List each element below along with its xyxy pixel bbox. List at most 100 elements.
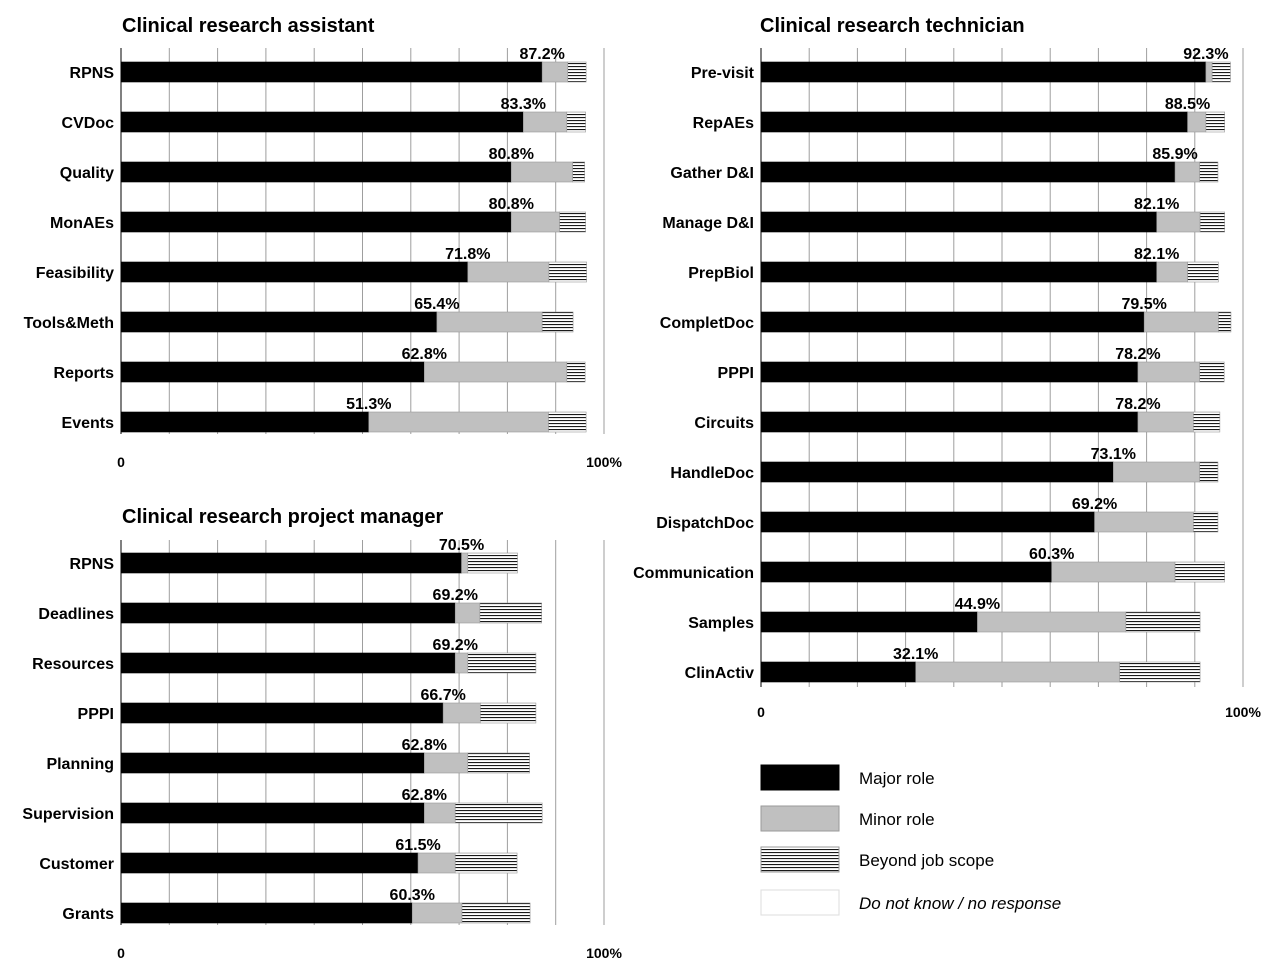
bar-major [120,602,456,624]
category-label: Customer [39,856,114,873]
bar-beyond [1174,561,1225,583]
bar-major [120,552,462,574]
bar-minor [454,652,469,674]
bar-major [120,161,512,183]
bar-beyond [1205,111,1225,133]
legend-swatch-major [760,764,840,791]
bar-minor [1137,361,1200,383]
category-label: CompletDoc [660,315,754,332]
data-label: 82.1% [1134,196,1179,213]
data-label: 51.3% [346,396,391,413]
data-label: 62.8% [402,737,447,754]
bar-beyond [480,702,537,724]
bar-major [760,461,1114,483]
category-label: PPPI [78,706,114,723]
data-label: 82.1% [1134,246,1179,263]
bar-minor [454,602,481,624]
bar-major [760,111,1188,133]
bar-minor [1174,161,1200,183]
bar-beyond [467,652,537,674]
bar-major [760,311,1145,333]
data-label: 78.2% [1115,396,1160,413]
bar-beyond [559,211,586,233]
category-label: RPNS [70,65,115,82]
data-label: 62.8% [402,346,447,363]
bar-minor [411,902,463,924]
category-label: Deadlines [38,606,114,623]
bar-major [120,752,425,774]
x-tick-label-max: 100% [1225,704,1261,720]
bar-beyond [454,802,543,824]
bar-minor [1094,511,1194,533]
data-label: 60.3% [1029,546,1074,563]
bar-minor [915,661,1120,683]
bar-beyond [1119,661,1201,683]
data-label: 61.5% [395,837,440,854]
category-label: Tools&Meth [24,315,114,332]
category-label: RPNS [70,556,115,573]
category-label: MonAEs [50,215,114,232]
legend: Major role Minor role Beyond job scope D… [760,764,1061,916]
category-label: Reports [54,365,115,382]
category-label: PPPI [718,365,754,382]
bar-beyond [1125,611,1201,633]
category-label: ClinActiv [685,665,754,682]
data-label: 32.1% [893,646,938,663]
bar-major [120,652,456,674]
category-label: Feasibility [36,265,114,282]
bar-major [760,361,1139,383]
bar-minor [541,61,569,83]
bar-minor [424,361,568,383]
category-label: Quality [60,165,114,182]
bar-major [120,311,438,333]
bar-minor [510,211,560,233]
bar-major [760,61,1207,83]
bar-major [120,211,512,233]
data-label: 71.8% [445,246,490,263]
bar-beyond [461,902,531,924]
bar-minor [977,611,1127,633]
data-label: 73.1% [1091,446,1136,463]
bar-minor [1113,461,1200,483]
bar-beyond [566,111,586,133]
category-label: Events [62,415,115,432]
legend-label-beyond: Beyond job scope [859,851,994,870]
bar-minor [1205,61,1213,83]
data-label: 62.8% [402,787,447,804]
bar-minor [1187,111,1207,133]
bar-minor [461,552,469,574]
bar-beyond [566,361,586,383]
bar-beyond [467,552,518,574]
data-label: 78.2% [1115,346,1160,363]
bar-minor [436,311,543,333]
panel-clinical-research-assistant: Clinical research assistant RPNS 87.2% CVD… [24,15,623,470]
bar-beyond [467,752,530,774]
x-tick-label-max: 100% [586,454,622,470]
bar-major [120,702,444,724]
legend-label-major: Major role [859,769,935,788]
panel-clinical-research-technician: Clinical research technician Pre-visit 92… [633,15,1261,720]
category-label: Grants [62,906,114,923]
data-label: 85.9% [1152,146,1197,163]
bar-major [760,261,1158,283]
data-label: 69.2% [433,587,478,604]
bar-beyond [548,261,587,283]
x-tick-label-max: 100% [586,945,622,961]
bar-major [120,111,524,133]
data-label: 92.3% [1183,46,1228,63]
bar-major [760,561,1052,583]
bar-minor [1156,261,1188,283]
bar-beyond [1193,511,1219,533]
x-tick-label-min: 0 [757,704,765,720]
bar-major [120,411,370,433]
category-label: Samples [688,615,754,632]
bar-major [760,511,1095,533]
bar-minor [442,702,481,724]
category-label: Gather D&I [670,165,754,182]
legend-label-unknown: Do not know / no response [859,894,1061,913]
data-label: 44.9% [955,596,1000,613]
bar-minor [467,261,550,283]
bar-minor [1137,411,1194,433]
bar-beyond [1211,61,1231,83]
bar-major [120,261,469,283]
